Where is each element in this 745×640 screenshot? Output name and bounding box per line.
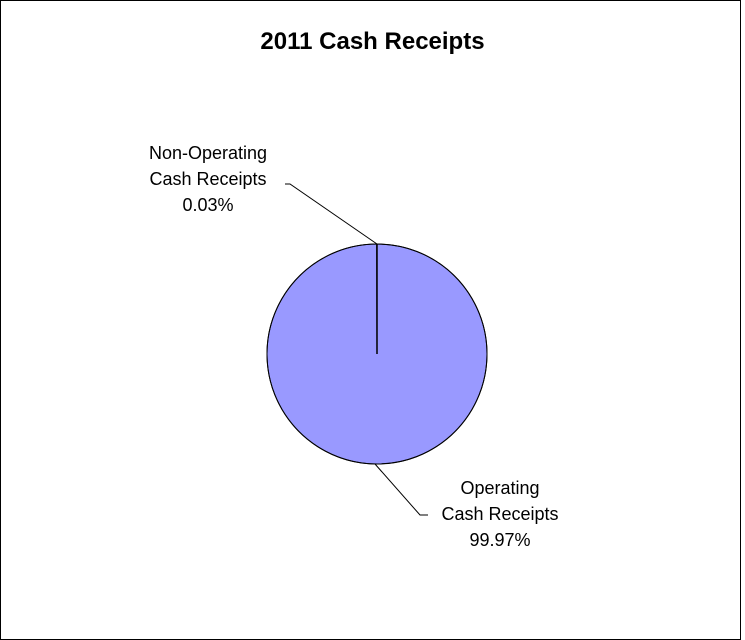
data-label-non-operating-percent: 0.03% [108,192,308,218]
data-label-operating: Operating Cash Receipts 99.97% [400,475,600,553]
data-label-non-operating-name-line2: Cash Receipts [108,166,308,192]
data-label-operating-name-line2: Cash Receipts [400,501,600,527]
data-label-non-operating: Non-Operating Cash Receipts 0.03% [108,140,308,218]
data-label-non-operating-name-line1: Non-Operating [108,140,308,166]
data-label-operating-name-line1: Operating [400,475,600,501]
data-label-operating-percent: 99.97% [400,527,600,553]
